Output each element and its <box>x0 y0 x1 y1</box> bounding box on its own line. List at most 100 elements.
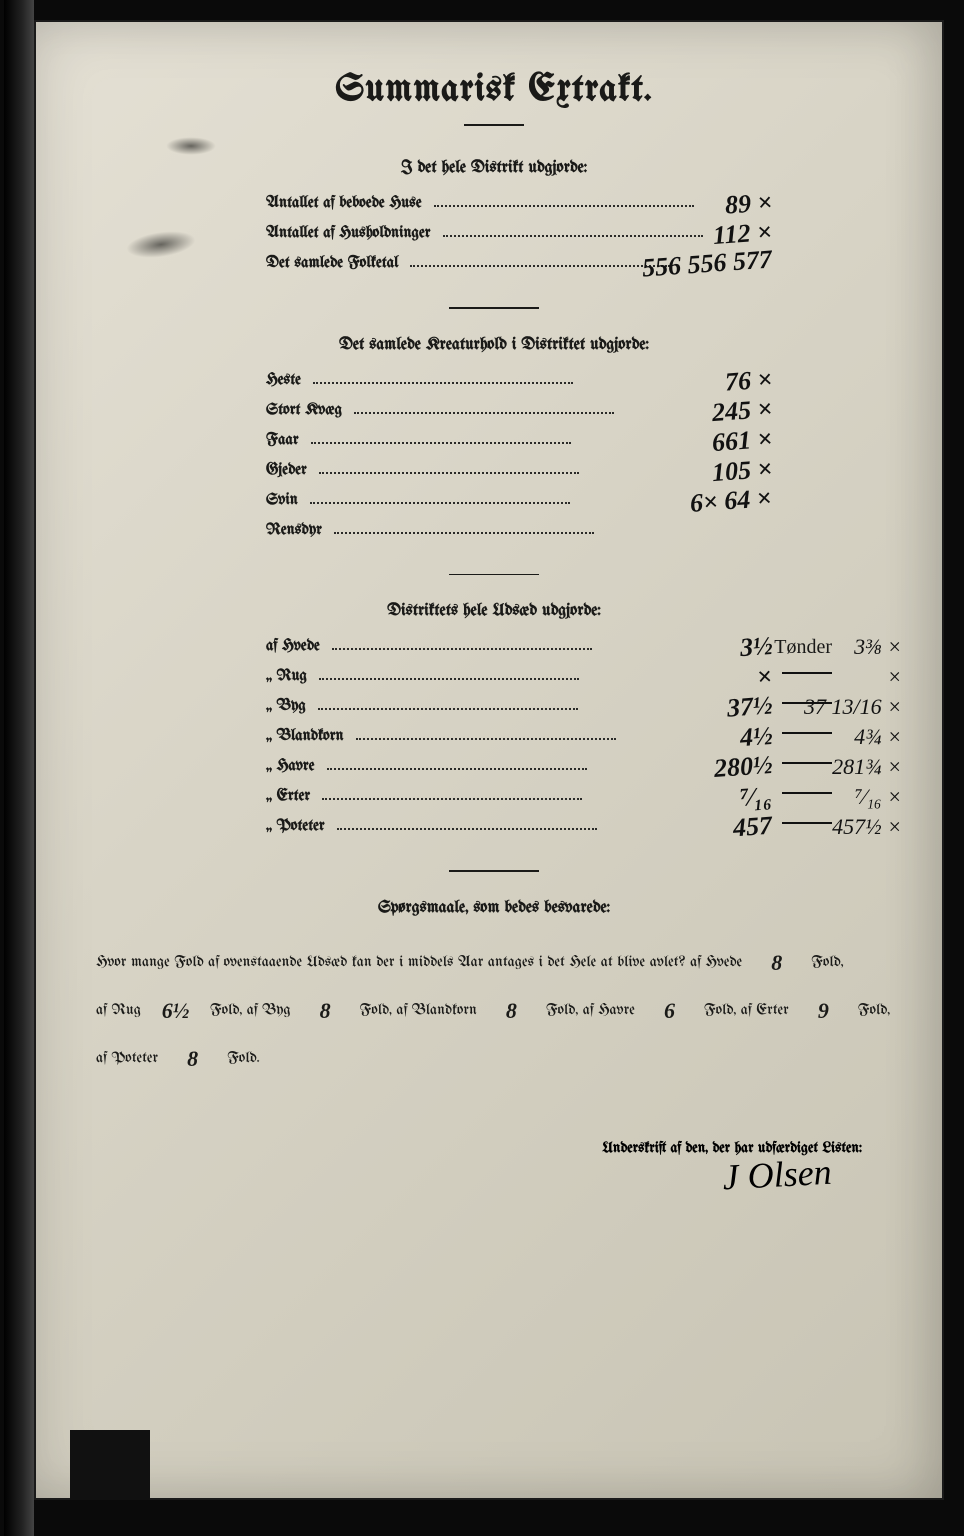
q-text: Fold, af Havre <box>546 1002 635 1018</box>
dot-leader <box>319 678 579 680</box>
dot-leader <box>327 768 587 770</box>
handwritten-value: 457 <box>732 811 773 844</box>
handwritten-value-secondary: × <box>887 664 902 690</box>
answer-blandkorn: 8 <box>481 987 541 1035</box>
row-label: Svin <box>266 492 298 509</box>
data-row: Faar661 × <box>266 432 892 458</box>
handwritten-value: ⁷⁄₁₆ <box>739 781 773 813</box>
row-label: af Hvede <box>266 638 320 655</box>
unit-label: Tønder <box>774 636 832 659</box>
data-row: Rensdyr <box>266 522 892 548</box>
handwritten-value-secondary: 4¾ × <box>854 724 902 750</box>
questions-paragraph: Hvor mange Fold af ovenstaaende Udsæd ka… <box>96 935 892 1080</box>
row-label: Antallet af Husholdninger <box>266 225 431 242</box>
handwritten-value: 105 × <box>711 453 773 487</box>
data-row: Antallet af beboede Huse89 × <box>266 195 892 221</box>
dot-leader <box>310 502 570 504</box>
dot-leader <box>311 442 571 444</box>
q-text: Fold, <box>811 954 843 970</box>
dot-leader <box>354 412 614 414</box>
data-row: „ Byg37½37 13/16 × <box>266 698 892 724</box>
q-text: Fold. <box>227 1050 260 1066</box>
ditto-dash <box>782 732 832 734</box>
dot-leader <box>322 798 582 800</box>
dot-leader <box>410 265 670 267</box>
row-label: Rensdyr <box>266 522 322 539</box>
handwritten-value-secondary: 281¾ × <box>832 754 902 780</box>
data-row: Stort Kvæg245 × <box>266 402 892 428</box>
data-row: Gjeder105 × <box>266 462 892 488</box>
dot-leader <box>356 738 616 740</box>
answer-havre: 6 <box>639 987 699 1035</box>
dot-leader <box>443 235 703 237</box>
handwritten-value: 661 × <box>711 423 773 457</box>
section-heading: Distriktets hele Udsæd udgjorde: <box>96 603 892 620</box>
row-label: Stort Kvæg <box>266 402 342 419</box>
row-label: Faar <box>266 432 299 449</box>
answer-byg: 8 <box>295 987 355 1035</box>
q-text: Fold, <box>858 1002 890 1018</box>
divider <box>449 574 539 576</box>
ditto-dash <box>782 762 832 764</box>
ink-smudge <box>166 137 216 155</box>
signature: J Olsen <box>95 1150 832 1230</box>
data-row: Svin6× 64 × <box>266 492 892 518</box>
row-label: „ Poteter <box>266 818 325 835</box>
row-label: Gjeder <box>266 462 307 479</box>
divider <box>449 307 539 309</box>
data-row: Det samlede Folketal556 556 577 <box>266 255 892 281</box>
data-row: „ Poteter457457½ × <box>266 818 892 844</box>
handwritten-value: 4½ <box>738 721 773 753</box>
q-text: Fold, af Erter <box>704 1002 789 1018</box>
ditto-dash <box>782 822 832 824</box>
dot-leader <box>434 205 694 207</box>
dot-leader <box>334 532 594 534</box>
row-label: „ Byg <box>266 698 306 715</box>
row-label: Det samlede Folketal <box>266 255 398 272</box>
answer-poteter: 8 <box>163 1035 223 1083</box>
handwritten-value-secondary: 457½ × <box>832 814 902 840</box>
row-label: „ Blandkorn <box>266 728 344 745</box>
signature-label: Underskrift af den, der har udfærdiget L… <box>96 1140 862 1156</box>
answer-erter: 9 <box>793 987 853 1035</box>
q-text: af Poteter <box>96 1050 158 1066</box>
answer-rug: 6½ <box>145 987 205 1035</box>
handwritten-value-secondary: 37 13/16 × <box>804 694 902 720</box>
ditto-dash <box>782 672 832 674</box>
handwritten-value-secondary: ⁷⁄₁₆ × <box>855 784 902 810</box>
section-heading: Det samlede Kreaturhold i Distriktet udg… <box>96 337 892 354</box>
row-label: Heste <box>266 372 301 389</box>
section-heading: I det hele Distrikt udgjorde: <box>96 160 892 177</box>
divider <box>449 870 539 872</box>
dot-leader <box>318 708 578 710</box>
handwritten-value: 280½ <box>713 750 773 784</box>
handwritten-value: × <box>756 662 773 693</box>
data-row: Antallet af Husholdninger112 × <box>266 225 892 251</box>
handwritten-value: 245 × <box>711 393 773 427</box>
q-text: af Rug <box>96 1002 141 1018</box>
handwritten-value-secondary: 3⅜ × <box>854 634 902 660</box>
divider <box>464 124 524 126</box>
handwritten-value: 76 × <box>724 364 773 397</box>
row-label: „ Rug <box>266 668 307 685</box>
handwritten-value: 89 × <box>724 187 773 220</box>
dot-leader <box>337 828 597 830</box>
row-label: Antallet af beboede Huse <box>266 195 422 212</box>
handwritten-value: 3½ <box>738 631 773 663</box>
data-row: af Hvede3½Tønder3⅜ × <box>266 638 892 664</box>
row-label: „ Havre <box>266 758 315 775</box>
handwritten-value: 37½ <box>726 690 773 723</box>
row-label: „ Erter <box>266 788 310 805</box>
document-page: Summarisk Extrakt. I det hele Distrikt u… <box>34 20 944 1500</box>
dot-leader <box>332 648 592 650</box>
q-text: Hvor mange Fold af ovenstaaende Udsæd ka… <box>96 954 742 970</box>
data-row: „ Erter⁷⁄₁₆⁷⁄₁₆ × <box>266 788 892 814</box>
data-row: „ Blandkorn4½4¾ × <box>266 728 892 754</box>
page-title: Summarisk Extrakt. <box>96 70 892 110</box>
q-text: Fold, af Byg <box>210 1002 291 1018</box>
section-heading: Spørgsmaale, som bedes besvarede: <box>96 900 892 917</box>
dot-leader <box>313 382 573 384</box>
answer-hvede: 8 <box>747 939 807 987</box>
data-row: „ Rug×× <box>266 668 892 694</box>
data-row: Heste76 × <box>266 372 892 398</box>
